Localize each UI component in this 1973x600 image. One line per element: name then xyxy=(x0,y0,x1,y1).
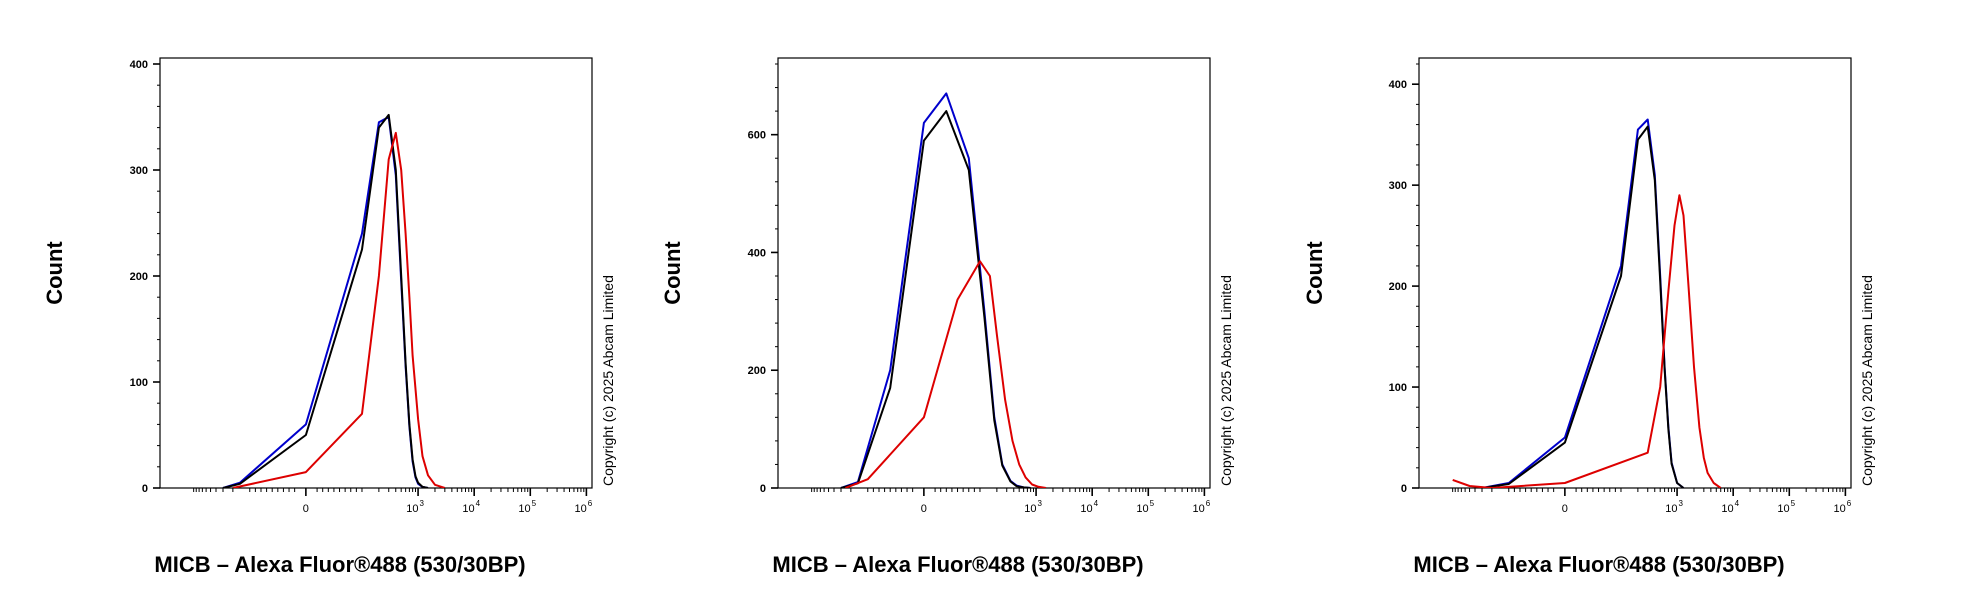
plot-frame xyxy=(777,57,1211,489)
y-tick-label: 400 xyxy=(130,59,148,71)
y-tick-label: 300 xyxy=(1389,180,1407,192)
x-tick-base: 10 xyxy=(518,503,530,515)
y-axis-label: Count xyxy=(1302,241,1327,305)
histogram-series-2 xyxy=(840,110,1031,488)
x-axis-label: MICB – Alexa Fluor®488 (530/30BP) xyxy=(772,552,1143,577)
histogram-series-3 xyxy=(232,131,446,488)
x-tick-base: 10 xyxy=(1193,503,1205,515)
x-tick-label: 0 xyxy=(921,503,927,515)
x-tick-label: 103 xyxy=(406,499,424,515)
histogram-series-3 xyxy=(845,260,1047,488)
y-tick-label: 0 xyxy=(142,483,148,495)
x-tick-exponent: 3 xyxy=(1037,499,1042,508)
x-tick-label: 104 xyxy=(1721,499,1739,515)
histogram-series-1 xyxy=(840,92,1031,488)
x-tick-label: 0 xyxy=(1562,503,1568,515)
x-tick-base: 10 xyxy=(1024,503,1036,515)
x-tick-label: 104 xyxy=(462,499,480,515)
y-axis-label: Count xyxy=(42,241,67,305)
x-tick-exponent: 4 xyxy=(476,499,481,508)
y-tick-label: 200 xyxy=(130,271,148,283)
histogram-series-3 xyxy=(1452,194,1722,488)
x-tick-base: 10 xyxy=(1834,503,1846,515)
x-tick-exponent: 4 xyxy=(1094,499,1099,508)
y-tick-label: 0 xyxy=(760,483,766,495)
x-axis-label: MICB – Alexa Fluor®488 (530/30BP) xyxy=(1413,552,1784,577)
x-tick-exponent: 3 xyxy=(419,499,424,508)
x-tick-base: 10 xyxy=(575,503,587,515)
x-tick-exponent: 5 xyxy=(1150,499,1155,508)
copyright-notice: Copyright (c) 2025 Abcam Limited xyxy=(1218,275,1234,486)
x-tick-label: 106 xyxy=(1193,499,1211,515)
y-tick-label: 400 xyxy=(1389,79,1407,91)
x-axis-label: MICB – Alexa Fluor®488 (530/30BP) xyxy=(154,552,525,577)
x-tick-label: 104 xyxy=(1080,499,1098,515)
y-tick-label: 400 xyxy=(748,247,766,259)
plot-frame xyxy=(1418,57,1852,489)
y-tick-label: 100 xyxy=(130,377,148,389)
y-tick-label: 0 xyxy=(1401,483,1407,495)
copyright-notice: Copyright (c) 2025 Abcam Limited xyxy=(600,275,616,486)
x-tick-label: 103 xyxy=(1024,499,1042,515)
y-axis-label: Count xyxy=(660,241,685,305)
x-tick-exponent: 6 xyxy=(588,499,593,508)
histogram-series-1 xyxy=(222,116,429,488)
x-tick-base: 10 xyxy=(462,503,474,515)
x-tick-base: 0 xyxy=(1562,503,1568,515)
histogram-series-2 xyxy=(222,113,429,488)
y-tick-label: 300 xyxy=(130,165,148,177)
x-tick-base: 0 xyxy=(303,503,309,515)
x-tick-base: 10 xyxy=(1721,503,1733,515)
x-tick-label: 106 xyxy=(575,499,593,515)
x-tick-exponent: 5 xyxy=(1791,499,1796,508)
x-tick-base: 10 xyxy=(1136,503,1148,515)
x-tick-label: 105 xyxy=(1136,499,1154,515)
x-tick-base: 10 xyxy=(406,503,418,515)
x-tick-exponent: 5 xyxy=(532,499,537,508)
x-tick-base: 10 xyxy=(1777,503,1789,515)
x-tick-exponent: 6 xyxy=(1847,499,1852,508)
x-tick-base: 10 xyxy=(1080,503,1092,515)
plot-frame xyxy=(159,57,593,489)
y-tick-label: 200 xyxy=(1389,281,1407,293)
x-tick-exponent: 3 xyxy=(1678,499,1683,508)
x-tick-label: 105 xyxy=(1777,499,1795,515)
y-tick-label: 600 xyxy=(748,130,766,142)
x-tick-exponent: 4 xyxy=(1735,499,1740,508)
x-tick-label: 103 xyxy=(1665,499,1683,515)
x-tick-label: 105 xyxy=(518,499,536,515)
x-tick-label: 106 xyxy=(1834,499,1852,515)
x-tick-exponent: 6 xyxy=(1206,499,1211,508)
x-tick-base: 10 xyxy=(1665,503,1677,515)
copyright-notice: Copyright (c) 2025 Abcam Limited xyxy=(1859,275,1875,486)
histogram-series-2 xyxy=(1481,125,1685,488)
y-tick-label: 100 xyxy=(1389,382,1407,394)
x-tick-label: 0 xyxy=(303,503,309,515)
x-tick-base: 0 xyxy=(921,503,927,515)
y-tick-label: 200 xyxy=(748,365,766,377)
